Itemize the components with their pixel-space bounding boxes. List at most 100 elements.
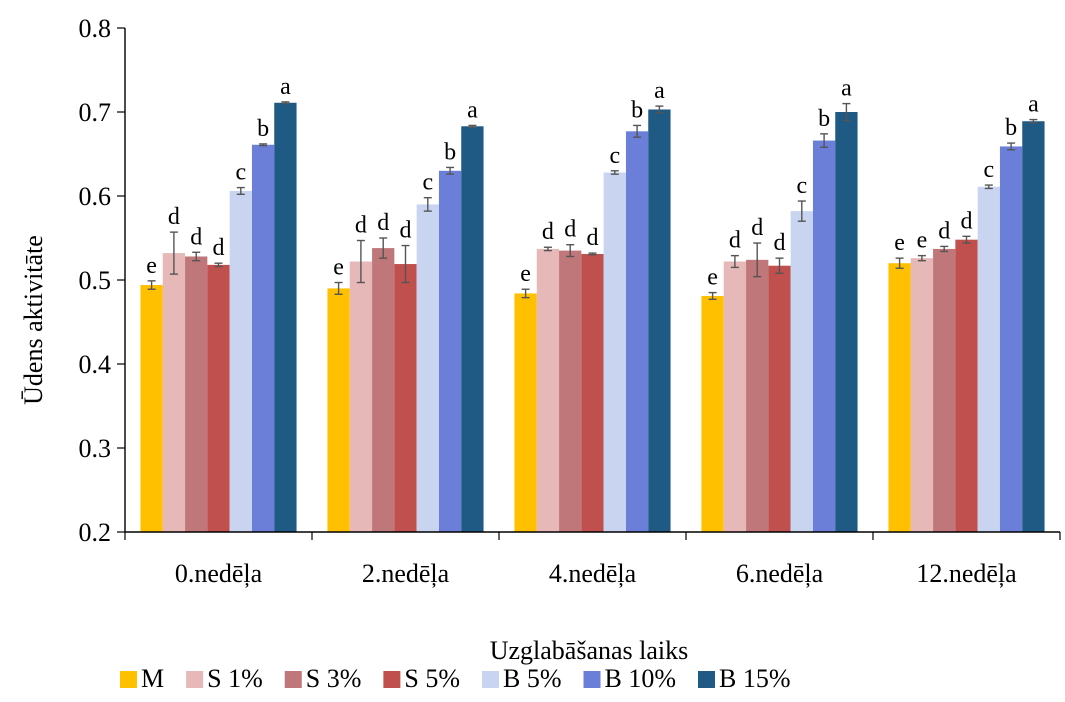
x-tick-label: 12.nedēļa <box>916 559 1017 588</box>
error-bar-m-2 <box>521 288 530 299</box>
significance-letter: e <box>917 228 928 254</box>
significance-letter: e <box>333 255 344 281</box>
bar-s5-4 <box>955 239 978 532</box>
significance-letter: b <box>818 106 830 132</box>
significance-letter: d <box>355 213 367 239</box>
bar-b5-2 <box>603 172 626 533</box>
bar-b10-1 <box>438 170 462 533</box>
significance-letter: c <box>422 170 433 196</box>
error-bar-s1-3 <box>730 254 739 269</box>
error-bars-layer <box>147 101 1038 301</box>
bar-b15-1 <box>461 126 484 532</box>
significance-letter: a <box>1028 92 1039 118</box>
bar-b10-2 <box>625 131 649 532</box>
error-bar-m-4 <box>895 257 904 269</box>
error-bar-b10-1 <box>446 166 455 175</box>
significance-letter: d <box>564 217 576 243</box>
x-tick-label: 2.nedēļa <box>362 559 450 588</box>
bars-layer <box>140 102 1045 533</box>
bar-s5-1 <box>394 264 417 532</box>
axes-layer: 0.nedēļa 2.nedēļa 4.nedēļa 6.nedēļa 12.nedēļ… <box>79 14 1061 588</box>
error-bar-s5-2 <box>588 252 597 256</box>
legend-label: S 5% <box>404 664 460 693</box>
bar-b15-0 <box>274 102 297 532</box>
bar-b5-3 <box>790 211 813 532</box>
y-tick-label: 0.4 <box>79 350 112 379</box>
error-bar-b10-3 <box>820 133 829 148</box>
significance-letter: e <box>146 253 157 279</box>
significance-letter: d <box>961 208 973 234</box>
bar-s5-0 <box>207 264 230 532</box>
error-bar-b10-4 <box>1007 142 1016 151</box>
significance-letter: c <box>235 160 246 186</box>
significance-letter: c <box>983 157 994 183</box>
legend-label: B 10% <box>605 664 677 693</box>
bar-s1-2 <box>536 248 560 533</box>
legend: M S 1% S 3% S 5% B 5% B 10% B 15% <box>120 664 791 693</box>
legend-item: B 10% <box>583 664 677 693</box>
legend-swatch <box>583 671 601 688</box>
error-bar-m-0 <box>147 280 156 290</box>
significance-letter: b <box>631 97 643 123</box>
error-bar-s1-2 <box>543 246 552 252</box>
error-bar-b15-2 <box>655 105 664 114</box>
significance-letter: b <box>444 139 456 165</box>
bar-s3-0 <box>185 256 208 532</box>
bar-m-3 <box>701 295 724 532</box>
significance-letter: a <box>841 76 852 102</box>
bar-m-4 <box>888 263 911 532</box>
legend-item: S 5% <box>383 664 460 693</box>
error-bar-s1-4 <box>917 254 926 262</box>
legend-swatch <box>186 671 204 688</box>
error-bar-b10-2 <box>633 124 642 138</box>
y-tick-label: 0.6 <box>79 182 112 211</box>
bar-b10-3 <box>812 140 836 532</box>
significance-letter: a <box>654 78 665 104</box>
error-bar-b5-0 <box>236 186 245 196</box>
x-tick-label: 4.nedēļa <box>549 559 637 588</box>
significance-letter: b <box>257 116 269 142</box>
legend-swatch <box>383 671 401 688</box>
bar-b15-2 <box>648 109 671 532</box>
error-bar-m-1 <box>334 281 343 295</box>
significance-letter: d <box>774 230 786 256</box>
error-bar-s3-2 <box>566 244 575 258</box>
legend-swatch <box>120 671 137 688</box>
legend-item: B 5% <box>482 664 562 693</box>
bar-b5-1 <box>416 204 439 532</box>
error-bar-m-3 <box>708 291 717 301</box>
error-bar-b15-0 <box>281 101 290 105</box>
legend-item: M <box>120 664 164 693</box>
legend-swatch <box>284 671 302 688</box>
error-bar-s3-1 <box>379 237 388 259</box>
bar-m-1 <box>327 288 350 532</box>
error-bar-b15-3 <box>842 102 851 122</box>
bar-b15-4 <box>1022 121 1045 533</box>
y-tick-label: 0.2 <box>79 518 112 547</box>
y-tick-label: 0.8 <box>79 14 112 43</box>
bar-s3-1 <box>372 248 395 532</box>
error-bar-s3-3 <box>753 242 762 278</box>
error-bar-s1-1 <box>356 239 365 284</box>
x-axis-title: Uzglabāšanas laiks <box>490 636 689 665</box>
error-bar-s5-4 <box>962 235 971 244</box>
significance-letter: c <box>609 143 620 169</box>
error-bar-s1-0 <box>169 231 178 275</box>
x-tick-label: 6.nedēļa <box>736 559 824 588</box>
y-tick-label: 0.5 <box>79 266 112 295</box>
bar-b5-4 <box>977 186 1000 532</box>
bar-s1-3 <box>723 261 747 532</box>
legend-label: S 1% <box>207 664 263 693</box>
significance-letter: a <box>280 74 291 100</box>
significance-letter: d <box>729 228 741 254</box>
legend-swatch <box>482 671 499 688</box>
bar-b5-0 <box>229 190 252 532</box>
bar-s1-4 <box>910 258 934 532</box>
error-bar-b5-1 <box>423 196 432 212</box>
significance-letter: e <box>894 230 905 256</box>
y-tick-label: 0.3 <box>79 434 112 463</box>
error-bar-s5-1 <box>401 244 410 284</box>
significance-letter: d <box>938 218 950 244</box>
legend-item: B 15% <box>698 664 791 693</box>
